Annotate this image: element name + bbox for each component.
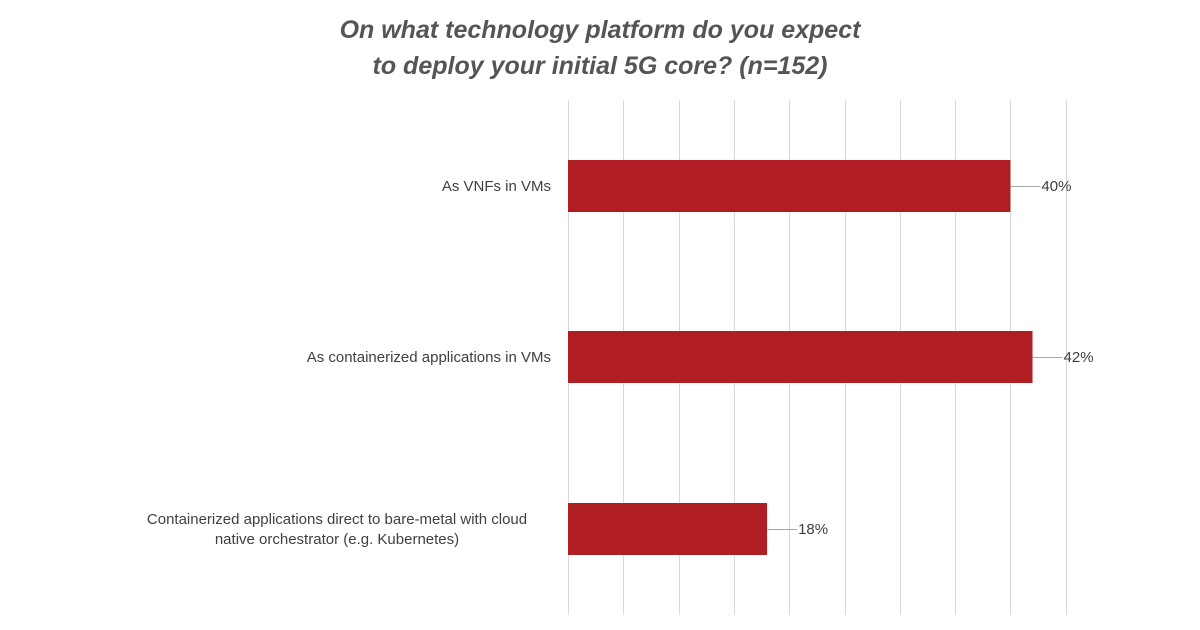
category-label-2: As containerized applications in VMs — [307, 349, 551, 366]
bar-3 — [568, 503, 768, 555]
category-label-2-line-1: As containerized applications in VMs — [307, 349, 551, 366]
bar-1 — [568, 160, 1011, 212]
value-labels: 40% 42% 18% — [798, 178, 1093, 538]
category-label-3-line-1: Containerized applications direct to bar… — [147, 511, 527, 528]
value-label-2: 42% — [1064, 349, 1094, 366]
bars — [568, 160, 1033, 555]
category-labels: As VNFs in VMs As containerized applicati… — [147, 178, 551, 548]
value-label-3: 18% — [798, 521, 828, 538]
chart-title: On what technology platform do you expec… — [0, 12, 1200, 84]
category-label-1-line-1: As VNFs in VMs — [442, 178, 551, 195]
category-label-1: As VNFs in VMs — [442, 178, 551, 195]
category-label-3: Containerized applications direct to bar… — [147, 511, 527, 548]
leader-lines — [767, 186, 1063, 530]
bar-2 — [568, 331, 1033, 383]
category-label-3-line-2: native orchestrator (e.g. Kubernetes) — [215, 531, 459, 548]
value-label-1: 40% — [1041, 178, 1071, 195]
chart-title-line-1: On what technology platform do you expec… — [339, 16, 861, 44]
chart-title-line-2: to deploy your initial 5G core? (n=152) — [372, 52, 828, 80]
